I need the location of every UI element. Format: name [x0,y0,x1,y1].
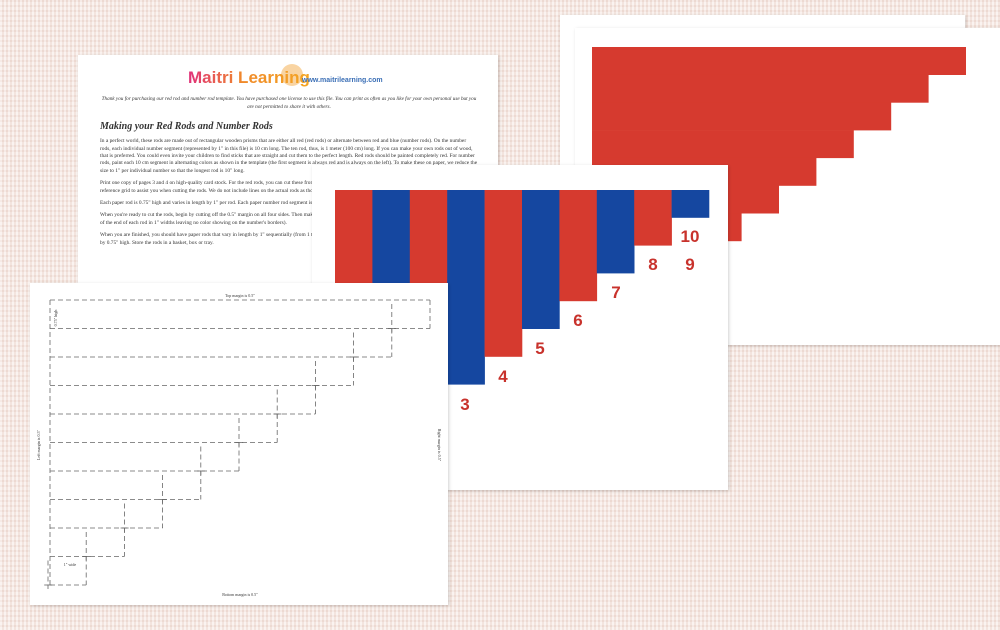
width-label: 1" wide [64,562,77,567]
rod-number: 3 [460,395,469,414]
paragraph: When you are finished, you should have p… [100,232,477,246]
red-rod [592,102,892,131]
rod-number: 6 [573,311,582,330]
rod-number: 5 [535,339,544,358]
number-rod [559,190,598,302]
heading: Making your Red Rods and Number Rods [100,121,273,133]
red-rod [592,130,854,159]
red-rod [592,74,929,103]
text-body: Thank you for purchasing our red rod and… [100,96,478,408]
rod-number: 10 [681,227,700,246]
template-sheet: Top margin is 0.5" 0.75" high Left margi… [30,283,448,605]
paragraph: Each paper rod is 0.75" high and varies … [100,200,443,207]
right-margin-label: Right margin is 0.5" [437,429,442,462]
paragraph: In a perfect world, these rods are made … [100,138,478,174]
number-rod [671,190,710,218]
bottom-margin-label: Bottom margin is 0.5" [222,592,258,597]
text-column: Thank you for purchasing our red rod and… [100,96,478,408]
left-margin-label: Left margin is 0.5" [36,430,41,461]
paragraph: Print one copy of pages 3 and 4 on high-… [100,180,470,194]
number-rod [634,190,672,246]
rod-number: 4 [498,367,508,386]
red-rod [592,47,966,75]
logo: Maitri Learning [188,68,310,87]
number-rod [596,190,635,274]
rod-number: 9 [685,255,694,274]
height-label: 0.75" high [53,310,58,327]
top-margin-label: Top margin is 0.5" [225,293,255,298]
number-rod [484,190,523,357]
rod-number: 8 [648,255,657,274]
logo-globe [281,64,303,86]
rod-number: 7 [611,283,620,302]
logo-url: www.maitrilearning.com [301,77,383,84]
intro: Thank you for purchasing our red rod and… [101,96,477,110]
number-rod [447,190,485,385]
paragraph: When you're ready to cut the rods, begin… [100,212,478,226]
number-rod [522,190,560,329]
